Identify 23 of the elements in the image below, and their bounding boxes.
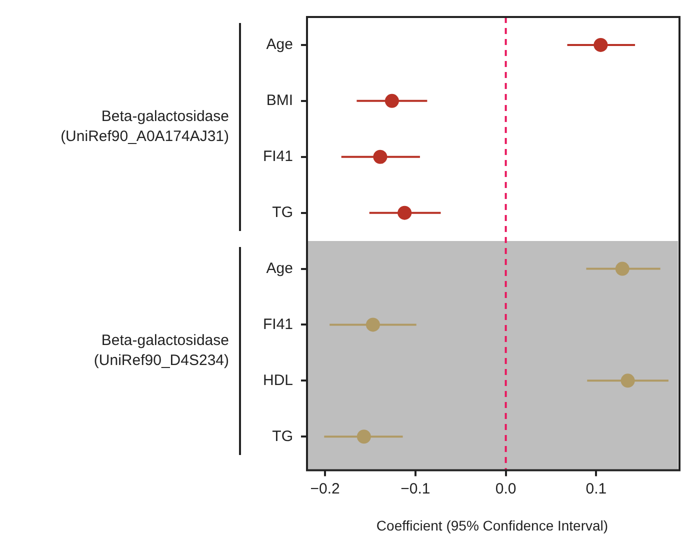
y-tick-label: FI41 — [262, 316, 293, 333]
point — [356, 430, 371, 444]
point — [384, 94, 399, 108]
y-tick-label: Age — [266, 260, 293, 277]
text: Beta-galactosidase (UniRef90_A0A174AJ31) — [60, 106, 229, 147]
point — [620, 374, 635, 388]
point — [373, 150, 388, 164]
point — [615, 262, 630, 276]
y-tick-label: FI41 — [262, 148, 293, 166]
y-tick-label: BMI — [266, 92, 293, 110]
text: Beta-galactosidase (UniRef90_D4S234) — [94, 330, 229, 371]
y-tick-label: HDL — [262, 372, 293, 389]
x-tick-label: −0.1 — [400, 480, 430, 498]
y-tick-label: TG — [272, 428, 293, 445]
x-tick-label: 0.0 — [495, 480, 516, 498]
y-tick-label: Age — [266, 36, 293, 54]
point — [594, 38, 608, 52]
y-tick-label: TG — [272, 204, 293, 221]
x-tick-label: −0.2 — [310, 480, 340, 498]
point — [366, 318, 380, 332]
point — [398, 206, 412, 220]
x-axis-title: Coefficient (95% Confidence Interval) — [376, 517, 608, 534]
x-tick-label: 0.1 — [586, 480, 607, 498]
